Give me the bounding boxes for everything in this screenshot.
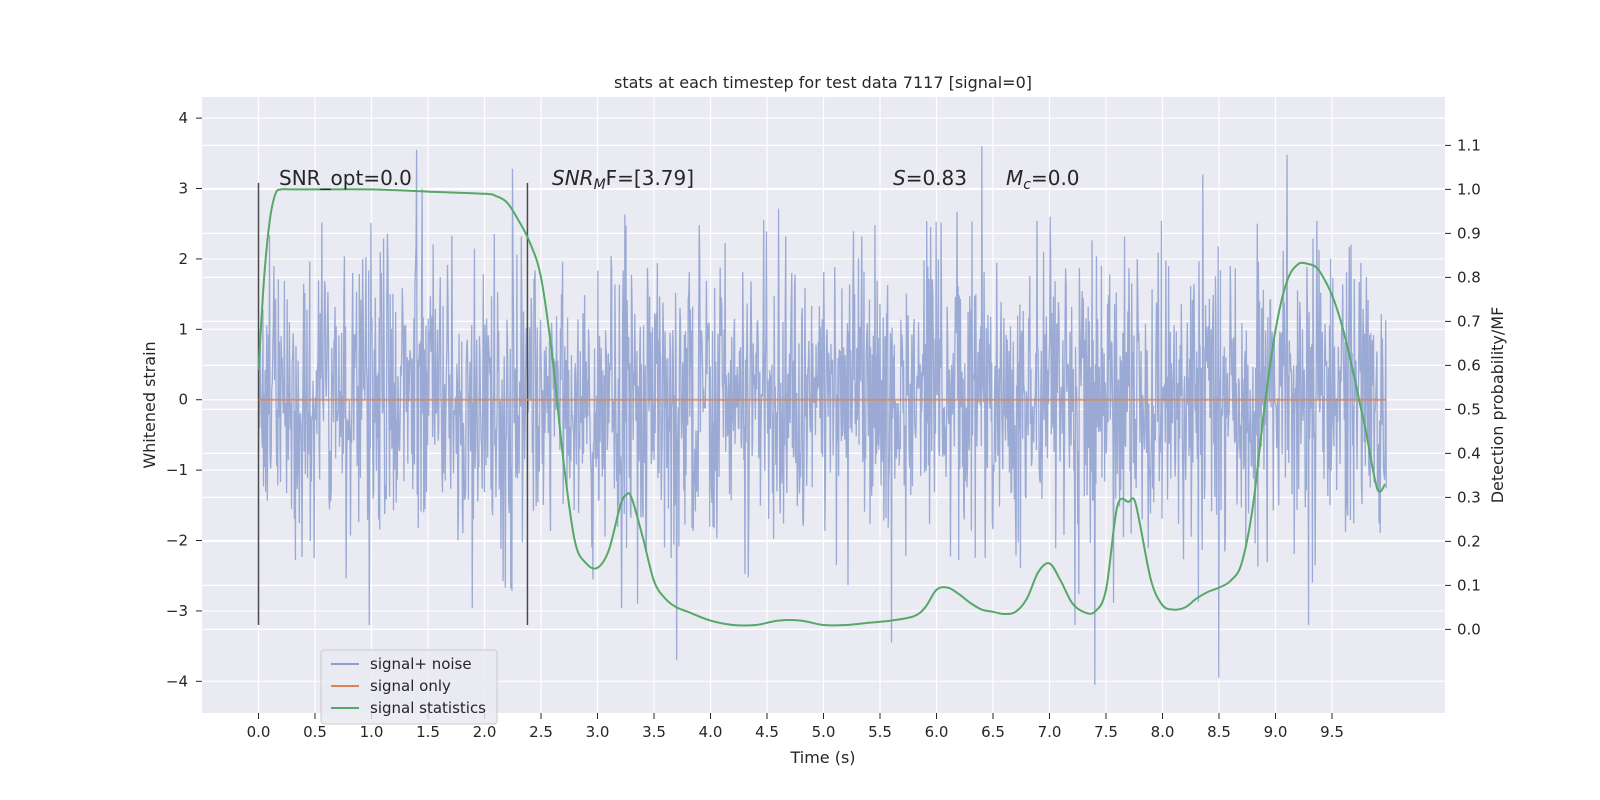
s-symbol: S <box>893 166 906 190</box>
legend-label-signal-statistics: signal statistics <box>370 699 486 717</box>
x-tick-label: 9.0 <box>1264 723 1288 741</box>
y-left-tick-label: −4 <box>166 672 188 690</box>
x-axis-ticks: 0.0 0.5 1.0 1.5 2.0 2.5 3.0 3.5 4.0 4.5 5.0 5.5 6.0 6… <box>247 713 1344 741</box>
y-right-tick-label: 0.3 <box>1457 488 1481 506</box>
y-left-tick-label: 2 <box>178 250 188 268</box>
legend-box <box>320 649 498 725</box>
y-left-tick-label: 1 <box>178 320 188 338</box>
signal-statistics-series <box>257 188 1386 627</box>
y-right-tick-label: 0.4 <box>1457 444 1481 462</box>
right-y-axis-label: Detection probability/MF <box>1488 307 1507 504</box>
snr-mf-prefix: SNR <box>552 166 594 190</box>
y-left-tick-label: −1 <box>166 461 188 479</box>
legend: signal+ noise signal only signal statist… <box>320 649 498 725</box>
y-right-tick-label: 0.9 <box>1457 224 1481 242</box>
y-left-tick-label: 0 <box>178 391 188 409</box>
annotation-snr-mf: SNRMF=[3.79] <box>552 166 694 193</box>
x-tick-label: 8.5 <box>1207 723 1231 741</box>
y-left-tick-label: −3 <box>166 602 188 620</box>
x-tick-label: 6.5 <box>981 723 1005 741</box>
annotation-s: S=0.83 <box>893 166 967 190</box>
legend-label-signal-only: signal only <box>370 677 451 695</box>
x-tick-label: 7.0 <box>1038 723 1062 741</box>
snr-mf-subscript: M <box>594 177 606 193</box>
vertical-markers <box>257 182 529 625</box>
x-tick-label: 6.0 <box>925 723 949 741</box>
x-tick-label: 3.5 <box>642 723 666 741</box>
right-y-axis-ticks: 1.1 1.0 0.9 0.8 0.7 0.6 0.5 0.4 0.3 0.2 0.1 0.0 <box>1445 136 1481 638</box>
x-tick-label: 1.5 <box>416 723 440 741</box>
annotation-mc: Mc=0.0 <box>1006 166 1080 193</box>
y-right-tick-label: 0.5 <box>1457 400 1481 418</box>
x-tick-label: 4.0 <box>699 723 723 741</box>
x-tick-label: 0.5 <box>303 723 327 741</box>
y-left-tick-label: 3 <box>178 180 188 198</box>
x-tick-label: 5.5 <box>868 723 892 741</box>
y-right-tick-label: 1.0 <box>1457 180 1481 198</box>
y-right-tick-label: 1.1 <box>1457 136 1481 154</box>
mc-symbol: M <box>1006 166 1023 190</box>
mc-value: =0.0 <box>1031 166 1080 190</box>
y-right-tick-label: 0.7 <box>1457 312 1481 330</box>
x-axis-label: Time (s) <box>789 748 855 767</box>
legend-label-signal-noise: signal+ noise <box>370 655 472 673</box>
x-tick-label: 3.0 <box>586 723 610 741</box>
left-y-axis-label: Whitened strain <box>140 341 159 468</box>
y-left-tick-label: −2 <box>166 532 188 550</box>
x-tick-label: 9.5 <box>1320 723 1344 741</box>
x-tick-label: 8.0 <box>1151 723 1175 741</box>
x-tick-label: 5.0 <box>812 723 836 741</box>
y-left-tick-label: 4 <box>178 109 188 127</box>
signal-noise-line <box>257 146 1387 685</box>
x-tick-label: 1.0 <box>360 723 384 741</box>
chart-title: stats at each timestep for test data 711… <box>614 73 1032 92</box>
y-right-tick-label: 0.6 <box>1457 356 1481 374</box>
s-value: =0.83 <box>906 166 967 190</box>
y-right-tick-label: 0.1 <box>1457 576 1481 594</box>
annotation-snr-opt: SNR_opt=0.0 <box>279 166 412 190</box>
x-tick-label: 4.5 <box>755 723 779 741</box>
signal-noise-series <box>257 146 1387 685</box>
signal-statistics-line <box>257 188 1386 627</box>
mc-subscript: c <box>1023 177 1031 193</box>
y-right-tick-label: 0.2 <box>1457 532 1481 550</box>
y-right-tick-label: 0.0 <box>1457 620 1481 638</box>
y-right-tick-label: 0.8 <box>1457 268 1481 286</box>
x-tick-label: 2.0 <box>473 723 497 741</box>
x-tick-label: 7.5 <box>1094 723 1118 741</box>
snr-mf-suffix: F=[3.79] <box>606 166 694 190</box>
left-y-axis-ticks: 4 3 2 1 0 −1 −2 −3 −4 <box>166 109 202 690</box>
x-tick-label: 2.5 <box>529 723 553 741</box>
x-tick-label: 0.0 <box>247 723 271 741</box>
